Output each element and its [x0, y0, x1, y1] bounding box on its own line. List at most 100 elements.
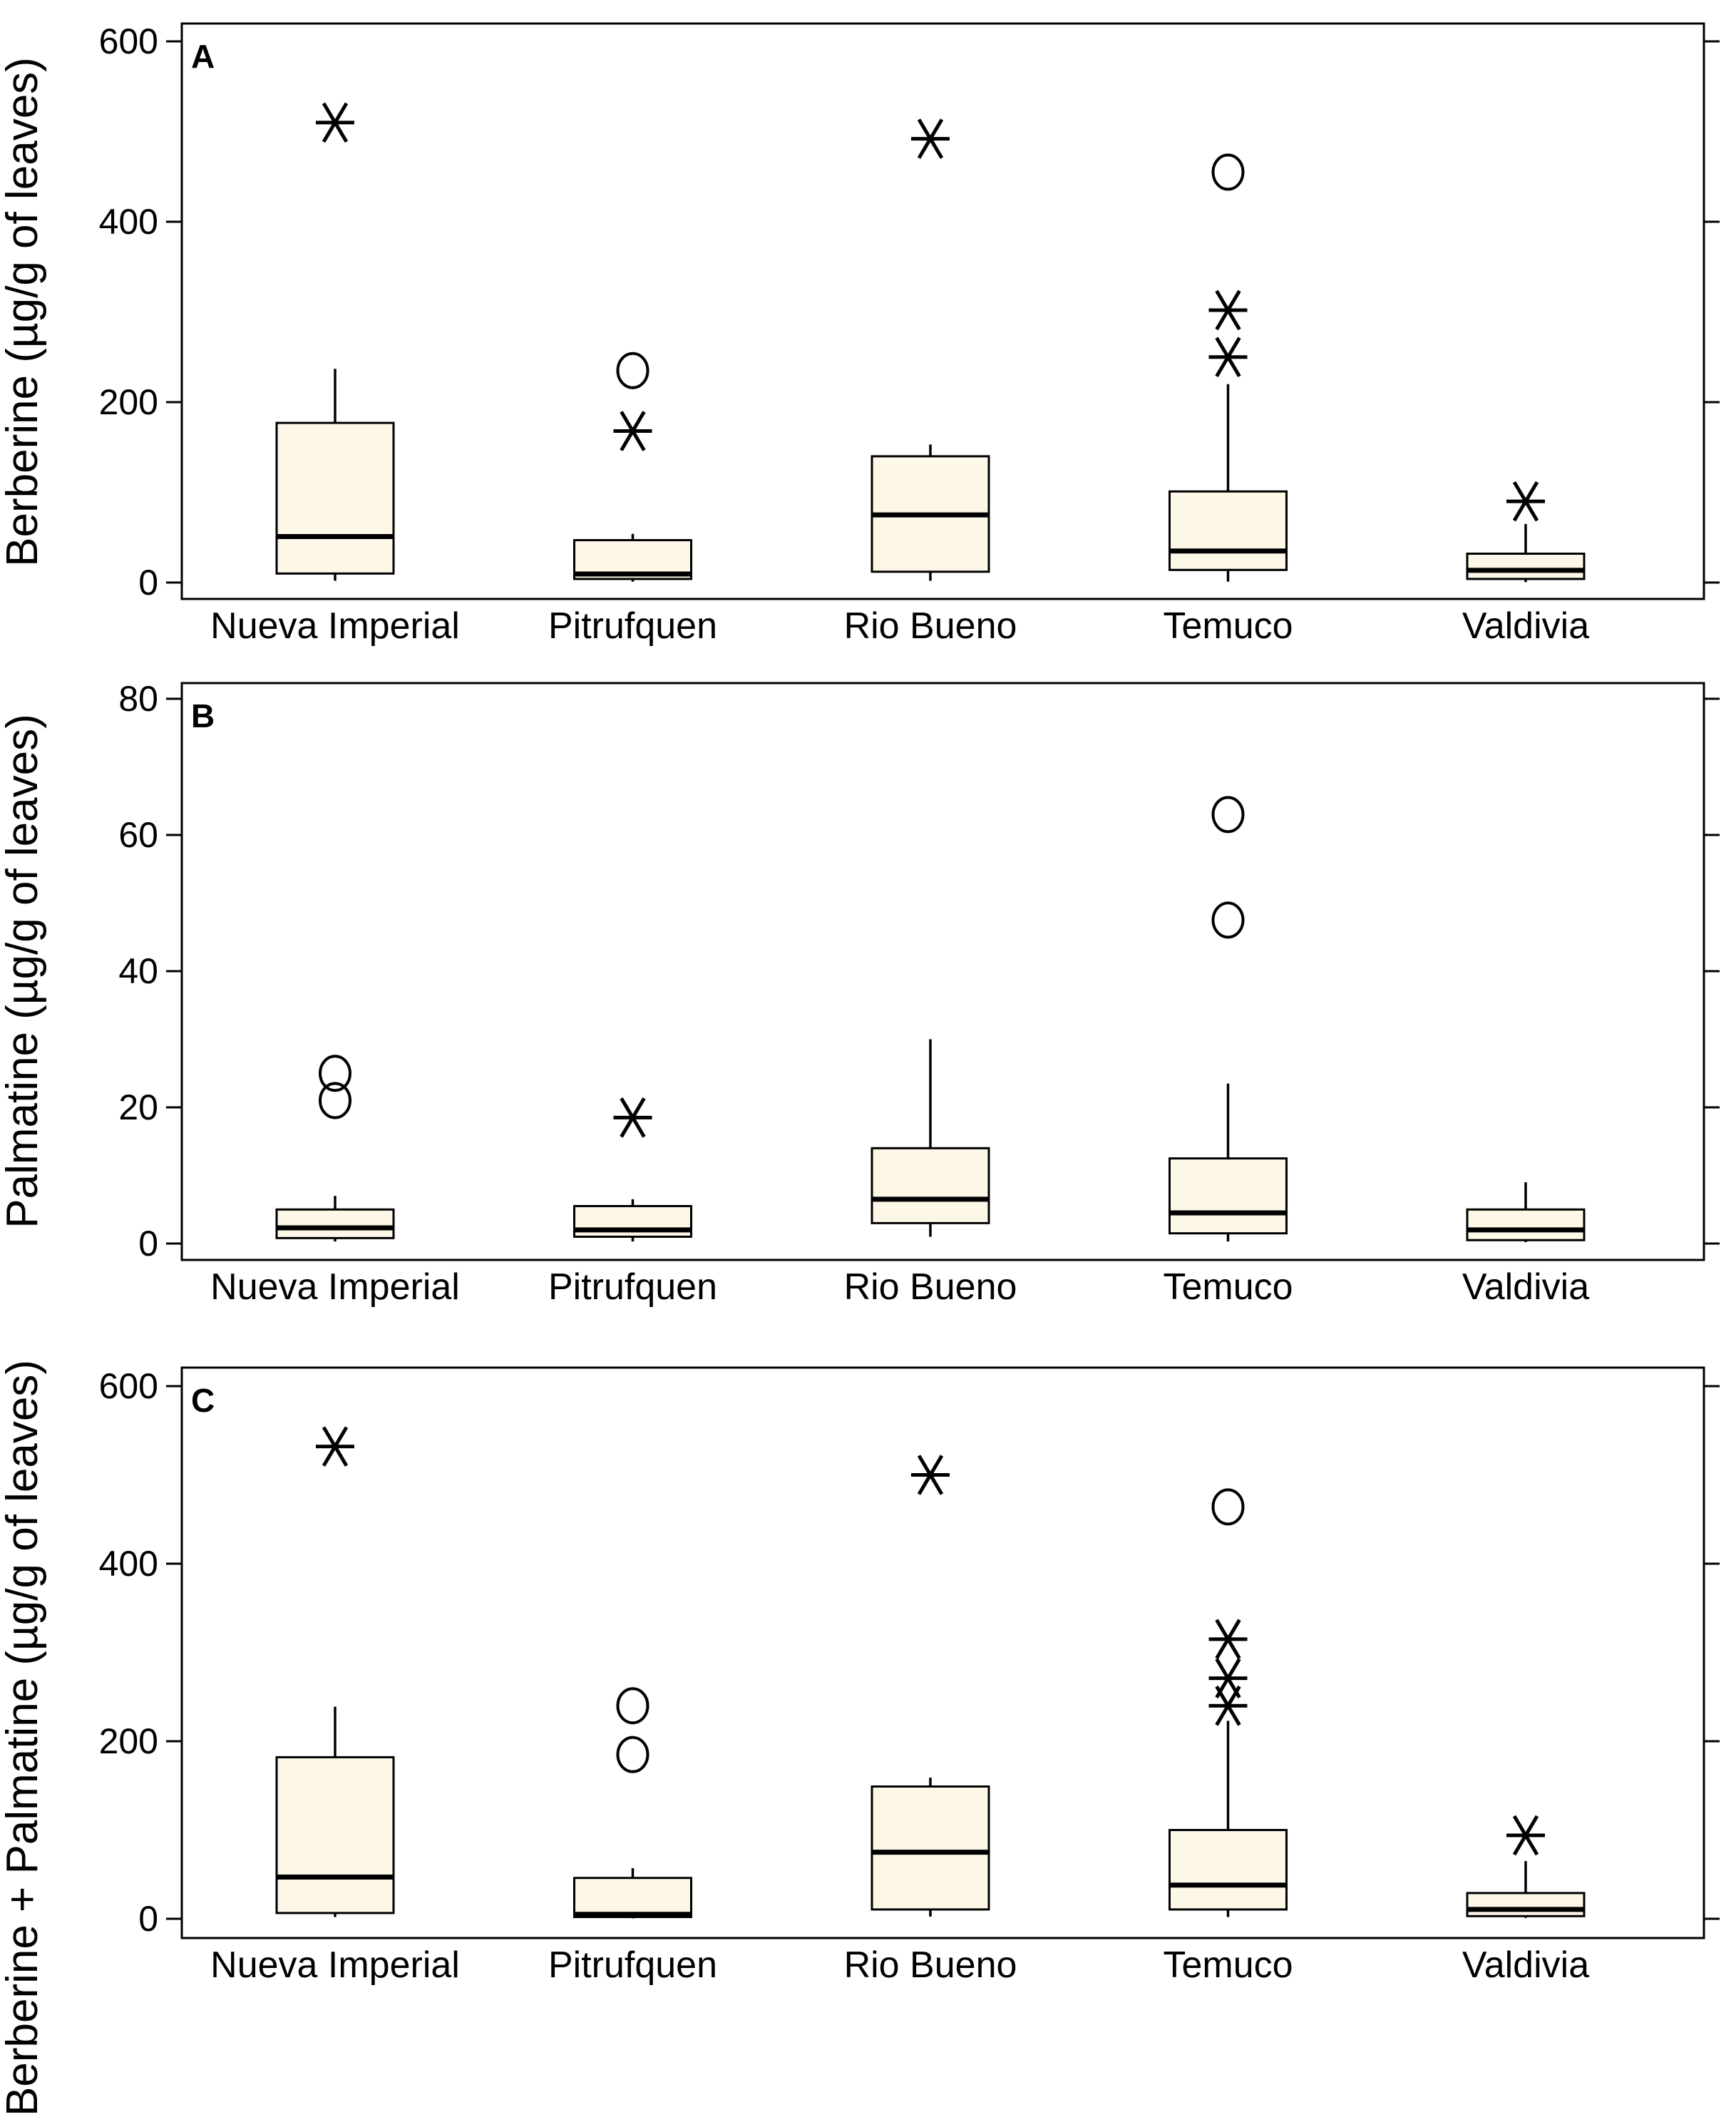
box-nueva-imperial: [275, 102, 395, 581]
outlier-circle-icon: [616, 1687, 649, 1725]
box-rio-bueno: [870, 1039, 990, 1237]
outlier-star-icon: [1506, 1815, 1545, 1856]
y-tick-label: 200: [99, 382, 158, 422]
outlier-star-icon: [911, 1455, 950, 1495]
outlier-star-icon: [316, 1426, 354, 1467]
x-category-label: Pitrufquen: [548, 605, 717, 647]
box-valdivia: [1466, 481, 1586, 583]
star-stroke: [322, 102, 349, 143]
outlier-star-icon: [911, 118, 950, 159]
panel-letter: A: [191, 38, 215, 75]
iqr-box: [275, 1208, 395, 1239]
iqr-box: [870, 1147, 990, 1224]
plot-frame: [180, 1366, 1705, 1939]
star-stroke: [620, 411, 646, 451]
box-temuco: [1169, 1488, 1288, 1917]
x-category-label: Temuco: [1163, 1944, 1293, 1986]
box-temuco: [1169, 153, 1288, 582]
panel-a: 0 200 400 600 A Berberine (µg/g of leaves) Nue…: [0, 21, 1720, 647]
star-stroke: [1512, 481, 1539, 522]
box-valdivia: [1466, 1182, 1586, 1243]
panel-letter: C: [191, 1382, 215, 1419]
y-tick-label: 80: [118, 679, 158, 719]
y-tick-label: 0: [138, 1224, 158, 1264]
y-tick-label: 600: [99, 1366, 158, 1406]
outlier-circle-icon: [1211, 901, 1245, 939]
outlier-circle-icon: [616, 1736, 649, 1773]
iqr-box: [870, 1785, 990, 1911]
outlier-star-icon: [1208, 1685, 1248, 1726]
outlier-circle-icon: [1211, 153, 1245, 191]
outlier-circle-icon: [1211, 796, 1245, 834]
x-category-label: Valdivia: [1462, 1944, 1589, 1986]
iqr-box: [1466, 553, 1586, 580]
iqr-box: [1169, 490, 1288, 571]
star-stroke: [1215, 1685, 1241, 1726]
x-category-label: Rio Bueno: [844, 1266, 1017, 1308]
outlier-star-icon: [1208, 337, 1248, 378]
outlier-star-icon: [316, 102, 354, 143]
x-category-label: Rio Bueno: [844, 1944, 1017, 1986]
y-tick-label: 40: [118, 951, 158, 991]
y-axis-title: Berberine (µg/g of leaves): [0, 57, 47, 567]
box-temuco: [1169, 796, 1288, 1242]
box-rio-bueno: [870, 118, 990, 581]
iqr-box: [1466, 1208, 1586, 1241]
outlier-circle-icon: [319, 1055, 351, 1092]
y-axis-title: Berberine + Palmatine (µg/g of leaves): [0, 1360, 47, 2116]
panel-c: 0 200 400 600 C Berberine + Palmatine (µg/g o…: [0, 1360, 1720, 2116]
star-stroke: [1215, 289, 1241, 331]
y-tick-label: 400: [99, 1544, 158, 1584]
x-category-label: Valdivia: [1462, 605, 1589, 647]
star-stroke: [917, 118, 944, 159]
y-tick-label: 0: [138, 1899, 158, 1939]
x-category-label: Nueva Imperial: [210, 1944, 460, 1986]
x-category-label: Temuco: [1163, 1266, 1293, 1308]
y-tick-label: 400: [99, 202, 158, 242]
y-tick-label: 0: [138, 563, 158, 603]
y-tick-label: 200: [99, 1721, 158, 1761]
iqr-box: [275, 421, 395, 575]
x-category-label: Pitrufquen: [548, 1266, 717, 1308]
outlier-star-icon: [1208, 289, 1248, 331]
iqr-box: [1169, 1157, 1288, 1235]
box-pitrufquen: [573, 1097, 692, 1242]
x-category-label: Valdivia: [1462, 1266, 1589, 1308]
y-axis-title: Palmatine (µg/g of leaves): [0, 714, 47, 1229]
star-stroke: [917, 1455, 944, 1495]
star-stroke: [1512, 1815, 1539, 1856]
star-stroke: [322, 1426, 349, 1467]
box-valdivia: [1466, 1815, 1586, 1918]
y-tick-label: 600: [99, 21, 158, 61]
iqr-box: [1466, 1892, 1586, 1917]
x-category-label: Nueva Imperial: [210, 1266, 460, 1308]
iqr-box: [275, 1755, 395, 1915]
box-nueva-imperial: [275, 1055, 395, 1242]
box-pitrufquen: [573, 352, 692, 582]
iqr-box: [1169, 1829, 1288, 1911]
box-pitrufquen: [573, 1687, 692, 1919]
iqr-box: [573, 1877, 692, 1919]
y-tick-label: 20: [118, 1087, 158, 1127]
outlier-star-icon: [613, 1097, 652, 1138]
plot-frame: [180, 22, 1705, 600]
outlier-star-icon: [1208, 1619, 1248, 1660]
outlier-star-icon: [613, 411, 652, 451]
outlier-circle-icon: [616, 352, 649, 389]
box-rio-bueno: [870, 1455, 990, 1917]
box-nueva-imperial: [275, 1426, 395, 1917]
star-stroke: [1215, 1619, 1241, 1660]
y-tick-label: 60: [118, 815, 158, 855]
x-category-label: Temuco: [1163, 605, 1293, 647]
panel-b: 0 20 40 60 80 B Palmatine (µg/g of leaves) Nuev…: [0, 679, 1720, 1308]
panel-letter: B: [191, 697, 215, 734]
x-category-label: Pitrufquen: [548, 1944, 717, 1986]
star-stroke: [1215, 337, 1241, 378]
outlier-star-icon: [1506, 481, 1545, 522]
star-stroke: [620, 1097, 646, 1138]
x-category-label: Nueva Imperial: [210, 605, 460, 647]
outlier-circle-icon: [1211, 1488, 1245, 1526]
